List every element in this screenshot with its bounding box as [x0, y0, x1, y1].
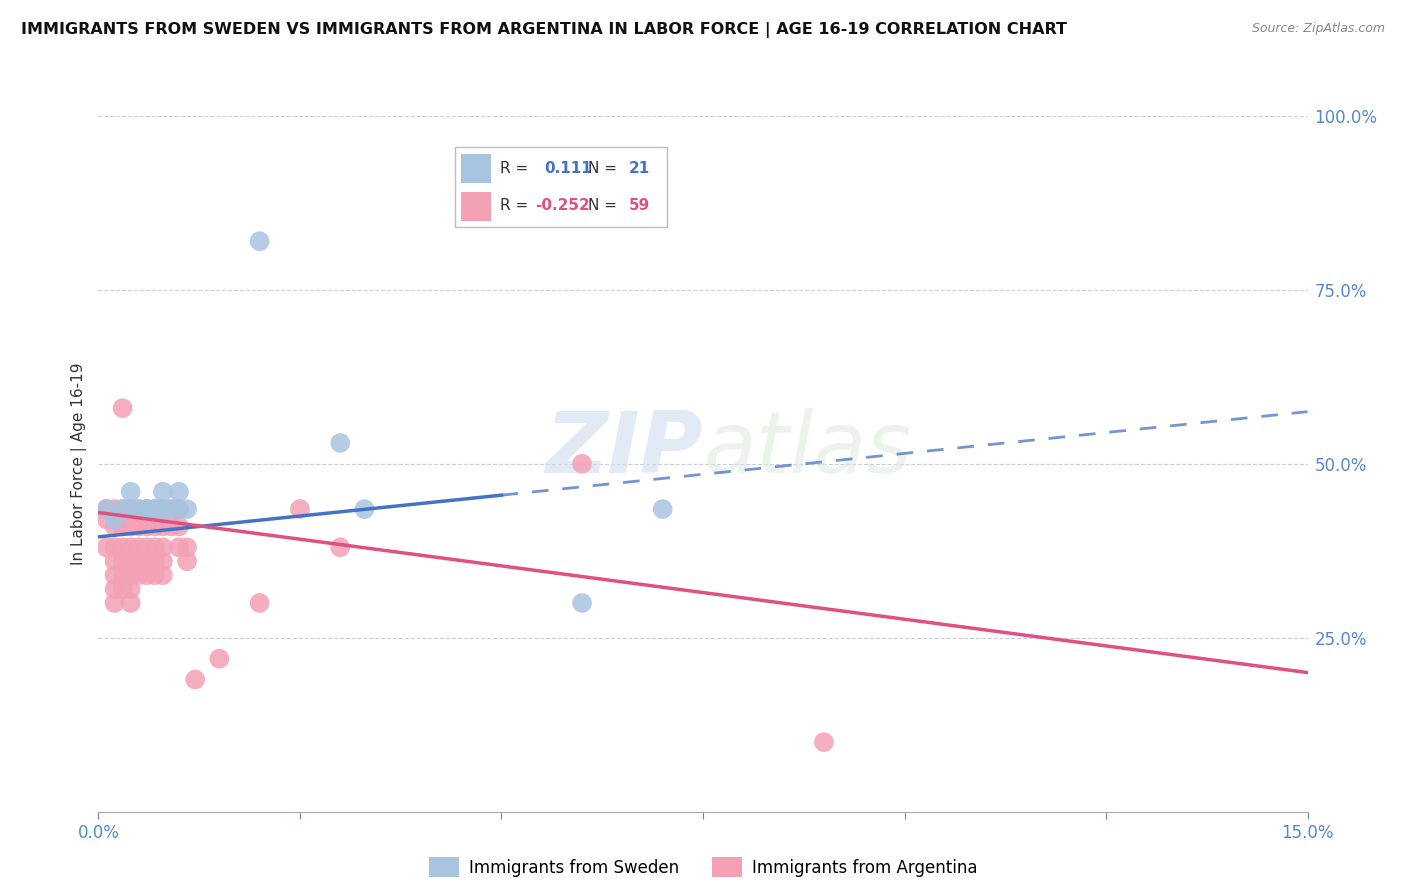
- Point: [288, 502, 311, 516]
- Text: R =: R =: [499, 161, 527, 177]
- Text: N =: N =: [589, 161, 617, 177]
- Point: [120, 484, 142, 499]
- Text: Source: ZipAtlas.com: Source: ZipAtlas.com: [1251, 22, 1385, 36]
- Point: [120, 554, 142, 568]
- Point: [571, 457, 593, 471]
- Point: [96, 502, 118, 516]
- Text: IMMIGRANTS FROM SWEDEN VS IMMIGRANTS FROM ARGENTINA IN LABOR FORCE | AGE 16-19 C: IMMIGRANTS FROM SWEDEN VS IMMIGRANTS FRO…: [21, 22, 1067, 38]
- Legend: Immigrants from Sweden, Immigrants from Argentina: Immigrants from Sweden, Immigrants from …: [422, 851, 984, 883]
- Point: [96, 541, 118, 555]
- Point: [120, 568, 142, 582]
- Point: [143, 541, 166, 555]
- Point: [111, 401, 134, 416]
- FancyBboxPatch shape: [461, 154, 491, 183]
- Point: [120, 502, 142, 516]
- Point: [103, 596, 125, 610]
- Point: [128, 554, 150, 568]
- Point: [128, 502, 150, 516]
- Point: [120, 541, 142, 555]
- Point: [353, 502, 375, 516]
- Text: N =: N =: [589, 198, 617, 213]
- Point: [160, 502, 183, 516]
- Point: [249, 596, 271, 610]
- FancyBboxPatch shape: [456, 147, 666, 227]
- Point: [167, 484, 190, 499]
- Point: [135, 568, 157, 582]
- Point: [176, 502, 198, 516]
- Point: [160, 502, 183, 516]
- Point: [135, 502, 157, 516]
- Point: [103, 519, 125, 533]
- Point: [329, 541, 352, 555]
- Text: 21: 21: [628, 161, 650, 177]
- Point: [167, 519, 190, 533]
- Point: [96, 502, 118, 516]
- Point: [103, 502, 125, 516]
- Text: -0.252: -0.252: [536, 198, 591, 213]
- Point: [152, 502, 174, 516]
- Point: [111, 582, 134, 596]
- Point: [152, 484, 174, 499]
- Point: [143, 554, 166, 568]
- Point: [571, 596, 593, 610]
- Point: [96, 502, 118, 516]
- Text: 59: 59: [628, 198, 650, 213]
- Point: [176, 541, 198, 555]
- Y-axis label: In Labor Force | Age 16-19: In Labor Force | Age 16-19: [72, 362, 87, 566]
- Point: [167, 502, 190, 516]
- Point: [152, 554, 174, 568]
- Point: [103, 582, 125, 596]
- Point: [135, 519, 157, 533]
- Point: [152, 568, 174, 582]
- Point: [143, 519, 166, 533]
- Point: [111, 502, 134, 516]
- Point: [152, 502, 174, 516]
- Point: [128, 568, 150, 582]
- Point: [103, 568, 125, 582]
- Point: [143, 502, 166, 516]
- Point: [152, 519, 174, 533]
- Point: [651, 502, 673, 516]
- Point: [160, 519, 183, 533]
- Point: [128, 541, 150, 555]
- Point: [208, 651, 231, 665]
- Point: [152, 541, 174, 555]
- Point: [96, 512, 118, 526]
- Point: [184, 673, 207, 687]
- Point: [813, 735, 835, 749]
- Point: [120, 596, 142, 610]
- Point: [143, 502, 166, 516]
- FancyBboxPatch shape: [461, 192, 491, 221]
- Point: [103, 554, 125, 568]
- Point: [329, 436, 352, 450]
- Point: [111, 502, 134, 516]
- Point: [111, 554, 134, 568]
- Point: [103, 541, 125, 555]
- Point: [111, 541, 134, 555]
- Point: [143, 568, 166, 582]
- Point: [167, 502, 190, 516]
- Text: R =: R =: [499, 198, 527, 213]
- Point: [176, 554, 198, 568]
- Point: [135, 502, 157, 516]
- Point: [135, 541, 157, 555]
- Point: [143, 502, 166, 516]
- Text: atlas: atlas: [703, 409, 911, 491]
- Point: [249, 234, 271, 248]
- Point: [135, 554, 157, 568]
- Point: [135, 502, 157, 516]
- Point: [120, 502, 142, 516]
- Point: [128, 519, 150, 533]
- Text: ZIP: ZIP: [546, 409, 703, 491]
- Point: [128, 502, 150, 516]
- Point: [120, 582, 142, 596]
- Point: [103, 512, 125, 526]
- Point: [167, 541, 190, 555]
- Text: 0.111: 0.111: [544, 161, 592, 177]
- Point: [120, 519, 142, 533]
- Point: [111, 519, 134, 533]
- Point: [111, 568, 134, 582]
